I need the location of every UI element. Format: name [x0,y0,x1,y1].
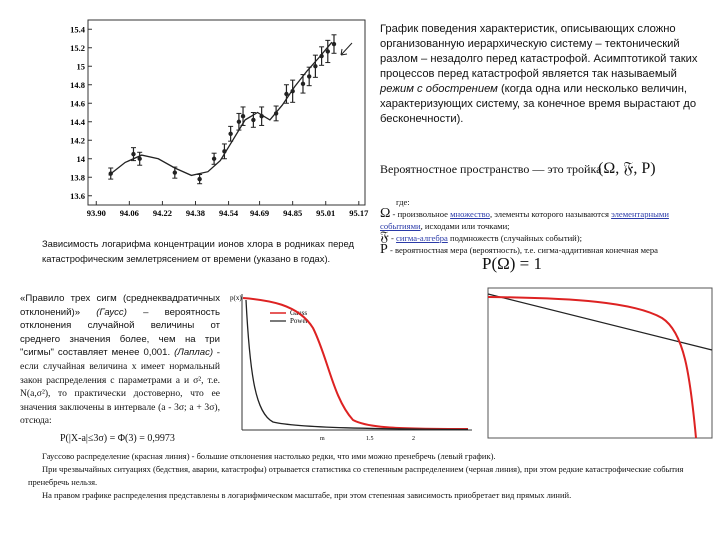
plot-frame [87,19,366,206]
data-point [108,171,113,176]
rule-title: «Правило трех сигм (среднеквадратичных о… [20,293,220,318]
text: - [388,233,397,243]
log-plot [487,287,713,439]
note: При чрезвычайных ситуациях (бедствия, ав… [28,464,684,487]
data-point [273,111,279,116]
y-tick-label: 14.4 [70,117,86,127]
rule-formula: P(|X-a|≤3σ) = Φ(3) = 0,9973 [60,433,175,444]
data-point [313,64,318,69]
y-tick-label: 14.6 [70,98,85,108]
description: График поведения характеристик, описываю… [380,22,710,127]
plot-frame [487,287,713,439]
data-point [222,149,227,154]
fit-curve [108,41,333,177]
three-sigma-rule: «Правило трех сигм (среднеквадратичных о… [20,292,220,428]
description-text: (когда одна или несколько величин, харак… [380,83,697,125]
data-point [228,131,233,136]
x-tick-label: 94.38 [186,208,205,218]
gauss-line [487,296,697,439]
link[interactable]: сигма-алгебра [396,233,448,243]
symbol: Ω [380,206,391,221]
text: , элементы которого называются [489,209,612,219]
y-tick-label: 14.8 [70,80,85,90]
data-point [240,114,246,119]
y-tick-label: 15 [77,61,86,71]
data-point [131,151,136,157]
probability-items: где: Ω - произвольное множество, элемент… [380,196,680,257]
data-point [284,91,289,97]
probability-formula: (Ω, 𝔉, P) [598,160,656,177]
notes: Гауссово распределение (красная линия) -… [28,450,708,502]
x-tick-label: 94.22 [153,208,172,218]
text: , исходами или точками; [420,221,510,231]
y-tick-label: 13.8 [70,172,85,182]
gauss-curve [242,297,469,430]
where: где: [396,197,410,207]
x-tick-label: 94.69 [250,208,269,218]
data-point [251,117,256,123]
rule-text: – вероятность отклонения случайной велич… [20,306,220,359]
x-label: 1.5 [366,436,374,442]
symbol: 𝔉 [380,230,389,245]
note: Гауссово распределение (красная линия) -… [42,451,496,461]
data-point [137,156,142,161]
arrow [340,42,353,56]
scatter-figure: 13.6 13.8 14 14.2 14.4 14.6 14.8 15 15.2 15.4 93.9… [70,19,369,218]
rule-laplace: (Лаплас) [174,347,214,359]
x-label: 2 [412,436,415,442]
text: подмножеств (случайных событий); [447,233,583,243]
measure-formula: P(Ω) = 1 [482,254,542,273]
link[interactable]: множество [450,209,490,219]
text: - произвольное [390,209,451,219]
description-italic: режим с обострением [380,83,498,95]
item-omega: Ω - произвольное множество, элементы кот… [380,206,680,232]
x-tick-label: 94.85 [283,208,302,218]
x-tick-label: 93.90 [87,208,106,218]
data-point [331,41,337,47]
x-tick-label: 94.06 [120,208,139,218]
description-text: График поведения характеристик, описываю… [380,23,698,80]
link[interactable]: элементарными событиями [380,209,669,231]
x-tick-label: 95.17 [349,208,369,218]
y-tick-label: 14.2 [70,135,85,145]
y-tick-label: 15.2 [70,43,85,53]
text: - вероятностная мера (вероятность), т.е.… [387,245,658,255]
legend-label: Power [290,317,309,325]
data-point [211,156,217,161]
probability-heading: Вероятностное пространство — это тройка [380,162,602,176]
figure-caption: Зависимость логарифма концентрации ионов… [42,238,354,264]
data-point [259,114,264,119]
rule-gauss: (Гаусс) [96,306,127,318]
y-tick-label: 14 [77,154,86,164]
power-line [487,293,713,351]
data-point [290,89,295,94]
data-point [172,170,178,175]
rule-text: - если случайная величина x имеет нормал… [20,347,220,427]
data-point [236,119,242,124]
y-tick-label: 15.4 [70,24,86,34]
data-point [325,49,330,54]
data-point [306,74,312,79]
x-tick-label: 95.01 [316,208,335,218]
y-tick-label: 13.6 [70,191,85,201]
distribution-plot: p(x) Gauss Power m 1.5 2 [230,294,472,442]
item-measure: P - вероятностная мера (вероятность), т.… [380,242,680,257]
x-label: m [320,436,325,442]
symbol: P [380,242,388,257]
item-sigma: 𝔉 - сигма-алгебра подмножеств (случайных… [380,230,680,245]
x-tick-label: 94.54 [219,208,239,218]
data-point [197,176,202,182]
note: На правом графике распределения представ… [42,490,572,500]
data-point [300,81,306,87]
power-curve [245,299,469,431]
data-point [319,53,324,59]
y-label: p(x) [230,294,242,302]
